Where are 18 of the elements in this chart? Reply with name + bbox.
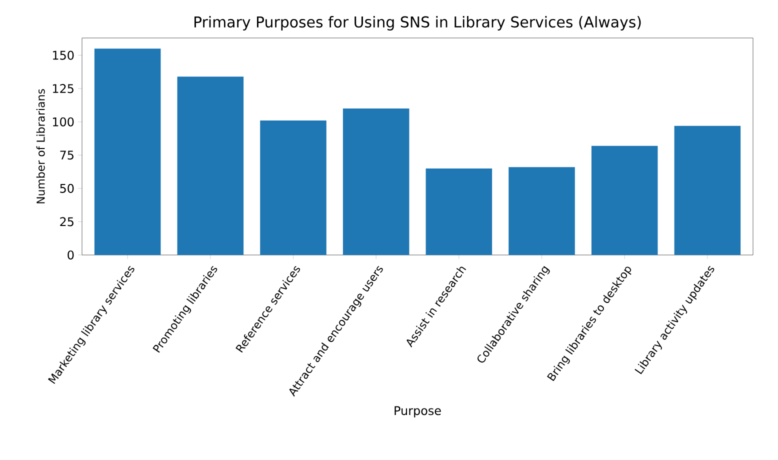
bar (342, 108, 410, 255)
bar (177, 76, 244, 255)
x-axis-title: Purpose (394, 406, 441, 418)
y-axis-title: Number of Librarians (36, 89, 45, 204)
bar (94, 48, 161, 255)
bar (426, 168, 492, 255)
bar (508, 167, 575, 255)
bar (674, 126, 741, 255)
y-tick-label: 0 (68, 250, 74, 260)
y-tick-label: 75 (60, 150, 74, 160)
y-tick-label: 150 (52, 50, 74, 60)
bar (260, 120, 326, 255)
y-tick-label: 25 (60, 217, 74, 226)
chart-title: Primary Purposes for Using SNS in Library Services (Always) (194, 16, 641, 30)
y-tick-label: 125 (52, 84, 74, 94)
y-tick-label: 50 (60, 184, 74, 193)
bar (591, 146, 658, 255)
y-tick-label: 100 (52, 117, 74, 126)
